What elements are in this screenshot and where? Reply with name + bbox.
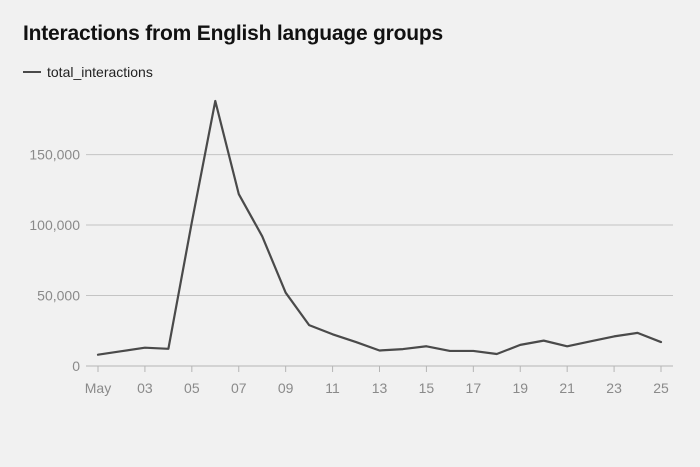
- x-axis: [86, 365, 673, 372]
- x-tick-label: 07: [231, 380, 247, 396]
- y-tick-label: 0: [72, 358, 80, 374]
- x-tick-label: 05: [184, 380, 200, 396]
- chart-title: Interactions from English language group…: [23, 22, 444, 45]
- legend-swatch: [23, 71, 41, 73]
- x-tick-label: 11: [325, 380, 340, 396]
- y-tick-label: 100,000: [29, 217, 80, 233]
- x-tick-label: 09: [278, 380, 294, 396]
- x-tick-label: 23: [606, 380, 622, 396]
- x-tick-label: 15: [419, 380, 435, 396]
- legend-label: total_interactions: [47, 64, 153, 80]
- x-tick-label: 17: [466, 380, 482, 396]
- series-line: [96, 99, 663, 356]
- x-tick-label: 03: [137, 380, 153, 396]
- x-tick-label: 25: [653, 380, 669, 396]
- y-tick-label: 50,000: [37, 288, 80, 304]
- x-tick-label: 19: [512, 380, 528, 396]
- x-tick-label: May: [85, 380, 111, 396]
- x-axis-labels: May 03 05 07 09 11 13 15 17 19 21 23 25: [85, 380, 669, 396]
- x-tick-label: 13: [372, 380, 388, 396]
- y-axis-labels: 0 50,000 100,000 150,000: [29, 147, 80, 374]
- legend: total_interactions: [23, 64, 153, 80]
- series-layer: [96, 99, 663, 356]
- x-tick-label: 21: [559, 380, 575, 396]
- y-tick-label: 150,000: [29, 147, 80, 163]
- gridlines: [86, 154, 673, 297]
